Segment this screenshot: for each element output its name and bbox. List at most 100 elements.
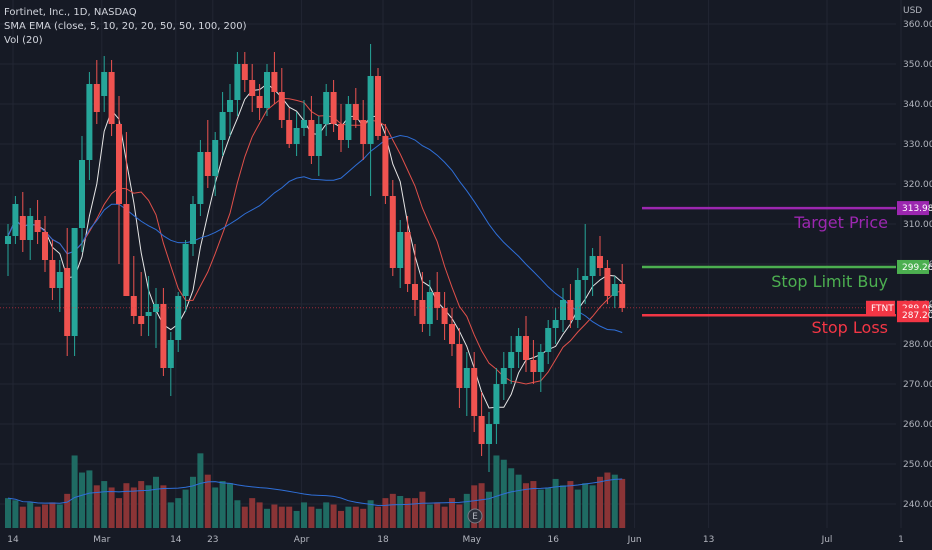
- candle: [190, 196, 196, 256]
- candle-body: [56, 272, 63, 288]
- currency-label: USD: [903, 6, 922, 16]
- candle: [589, 248, 596, 296]
- volume-bar: [530, 481, 537, 528]
- candle-body: [123, 204, 130, 296]
- candle-body: [382, 136, 389, 196]
- volume-bar: [567, 481, 574, 528]
- target-price-tag-bg: [897, 201, 929, 216]
- volume-bar: [234, 500, 241, 528]
- volume-bar: [330, 504, 337, 528]
- sma-50-line: [7, 134, 623, 334]
- candle-body: [412, 284, 418, 300]
- candle-body: [93, 84, 100, 112]
- volume-bar: [49, 502, 56, 528]
- candle-body: [204, 152, 211, 176]
- candle: [12, 196, 19, 244]
- candle-body: [12, 204, 19, 236]
- volume-bar: [301, 502, 307, 528]
- candle: [582, 224, 589, 304]
- volume-bar: [523, 483, 529, 528]
- volume-bar: [449, 498, 455, 528]
- y-tick-label: 250.00: [903, 460, 932, 470]
- candle-body: [323, 92, 330, 124]
- target-price-tag: 313.98: [902, 204, 932, 214]
- candle-body: [241, 64, 248, 80]
- x-tick-label: 14: [7, 535, 19, 545]
- volume-bar: [471, 485, 478, 528]
- candle: [234, 52, 241, 116]
- candle-body: [49, 260, 56, 288]
- candle-body: [227, 100, 233, 112]
- candle: [175, 292, 182, 352]
- candle: [352, 88, 359, 128]
- candle-body: [604, 268, 611, 296]
- volume-bar: [537, 489, 544, 528]
- candle-body: [611, 284, 618, 296]
- candle: [530, 340, 537, 384]
- volume-bar: [5, 498, 11, 528]
- candle-body: [86, 84, 93, 160]
- volume-bar: [389, 493, 396, 528]
- candle: [264, 64, 270, 116]
- volume-bar: [560, 485, 566, 528]
- candle-body: [130, 296, 137, 316]
- volume-bar: [478, 483, 485, 528]
- candle: [500, 352, 507, 400]
- sma-10-line: [7, 97, 623, 385]
- candle: [574, 268, 581, 328]
- volume-bar: [352, 506, 359, 528]
- legend-volume[interactable]: Vol (20): [4, 35, 43, 46]
- candle: [537, 344, 544, 392]
- candle: [493, 368, 500, 444]
- candle: [338, 104, 344, 152]
- candle: [241, 52, 248, 92]
- candle: [293, 112, 300, 156]
- volume-bar: [574, 489, 581, 528]
- grid-lines: [0, 0, 902, 528]
- candle-body: [19, 216, 26, 240]
- candle-body: [286, 120, 293, 144]
- volume-bar: [515, 474, 522, 528]
- stop-loss-tag: 287.20: [902, 311, 932, 321]
- volume-bar: [175, 498, 182, 528]
- volume-bar: [545, 487, 552, 528]
- candle-body: [508, 352, 515, 368]
- candle: [604, 260, 611, 304]
- candle-body: [256, 96, 263, 108]
- candle-body: [160, 304, 167, 368]
- candle-body: [234, 64, 241, 100]
- earnings-icon: E: [467, 508, 483, 524]
- y-tick-label: 340.00: [903, 100, 932, 110]
- volume-bar: [182, 489, 189, 528]
- volume-bar: [19, 506, 26, 528]
- stop-limit-buy-label: Stop Limit Buy: [771, 272, 888, 291]
- earnings-icon-glyph: E: [472, 512, 478, 522]
- symbol-tag-bg: [866, 300, 895, 315]
- candle-body: [219, 112, 226, 140]
- candle: [471, 352, 478, 432]
- candle-body: [552, 320, 559, 328]
- candle: [456, 328, 463, 408]
- candle-body: [138, 316, 145, 324]
- volume-bar: [12, 500, 19, 528]
- volume-bar: [456, 504, 463, 528]
- candle: [42, 216, 48, 272]
- legend-symbol-title[interactable]: Fortinet, Inc., 1D, NASDAQ: [4, 7, 137, 18]
- candle: [5, 224, 11, 276]
- candle-body: [79, 160, 85, 228]
- candle-body: [330, 92, 337, 124]
- volume-bar: [397, 496, 404, 528]
- volume-bar: [486, 491, 492, 528]
- volume-bar: [426, 504, 433, 528]
- candle-body: [567, 300, 574, 320]
- volume-bar: [404, 498, 411, 528]
- legend-indicator[interactable]: SMA EMA (close, 5, 10, 20, 20, 50, 50, 1…: [4, 21, 247, 32]
- candle: [449, 308, 455, 356]
- volume-bar: [338, 510, 344, 528]
- volume-bar: [153, 476, 159, 528]
- volume-bar: [145, 485, 152, 528]
- volume-bar: [64, 493, 71, 528]
